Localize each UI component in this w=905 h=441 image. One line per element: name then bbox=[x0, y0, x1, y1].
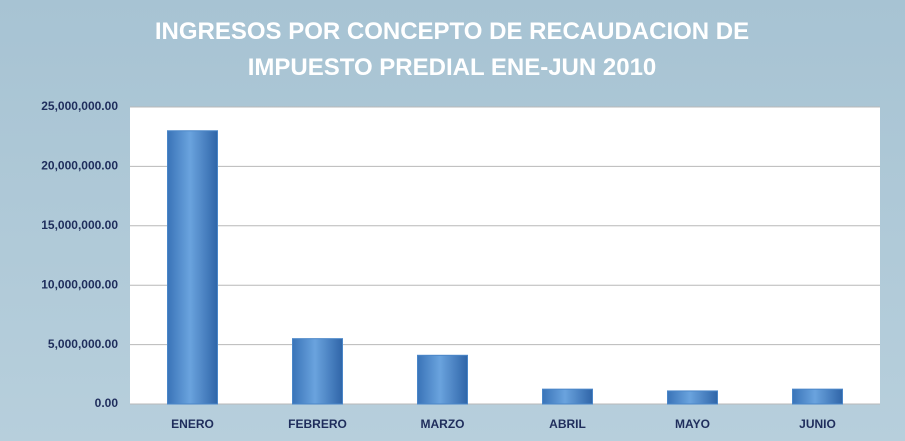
x-tick-label: MAYO bbox=[675, 417, 710, 431]
x-tick-label: JUNIO bbox=[799, 417, 836, 431]
bar bbox=[292, 338, 343, 405]
bar bbox=[167, 130, 218, 405]
chart-title: INGRESOS POR CONCEPTO DE RECAUDACION DE … bbox=[154, 18, 750, 81]
bar bbox=[542, 388, 593, 405]
y-tick-label: 0.00 bbox=[95, 396, 119, 410]
plot-area bbox=[130, 107, 880, 404]
x-tick-label: MARZO bbox=[421, 417, 465, 431]
x-tick-label: ENERO bbox=[171, 417, 214, 431]
y-tick-label: 25,000,000.00 bbox=[41, 99, 118, 113]
y-tick-label: 5,000,000.00 bbox=[48, 337, 118, 351]
y-tick-label: 20,000,000.00 bbox=[41, 159, 118, 173]
y-tick-label: 10,000,000.00 bbox=[41, 277, 118, 291]
bar bbox=[667, 390, 718, 405]
y-tick-label: 15,000,000.00 bbox=[41, 218, 118, 232]
x-tick-label: FEBRERO bbox=[288, 417, 347, 431]
bar bbox=[417, 354, 468, 405]
bar bbox=[792, 388, 843, 405]
x-tick-label: ABRIL bbox=[549, 417, 586, 431]
